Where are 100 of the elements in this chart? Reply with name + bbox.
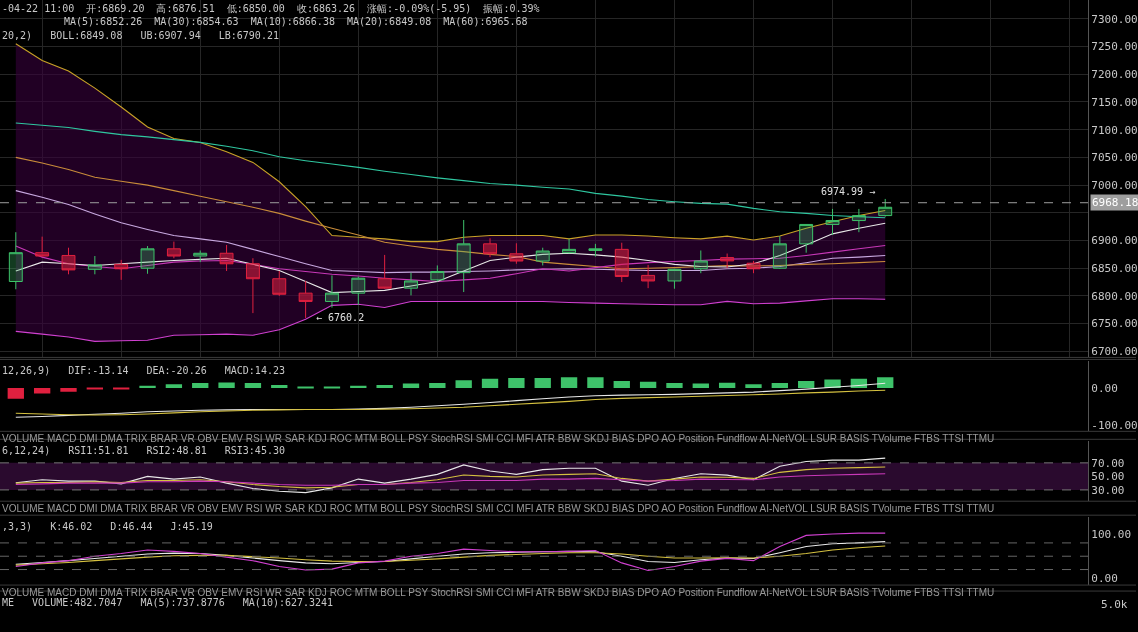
bar [323,386,341,389]
line-series [15,532,886,571]
y-tick-label: 0.00 [1091,572,1118,586]
bar [376,385,393,389]
candlestick [140,245,155,275]
candlestick [667,268,682,290]
candlestick [35,236,50,258]
chart-title: -04-22 11:00 开:6869.20 高:6876.51 低:6850.00 收:6863.26 涨幅:-0.09%(-5.95) 振幅:0.39% [2,3,540,14]
text: 12,26,9) DIF:-13.14 DEA:-20.26 MACD:14.23 [2,365,285,376]
bar [481,378,499,389]
text: ME VOLUME:482.7047 MA(5):737.8776 MA(10):627.3241 [2,597,334,608]
x-axis-title: VOLUME MACD DMI DMA TRIX BRAR VR OBV EMV RSI WR SAR KDJ ROC MTM BOLL PSY StochRSI SMI CCI MFI ATR BBW SKDJ BIAS DPO AO Position Fundflow AI-NetVOL LSUR BASIS TVolume FTBS TTSI TTMU [2,503,995,514]
candlestick [509,242,524,265]
y-tick-label: 6850.00 [1091,262,1138,276]
candlestick [483,237,497,258]
bar [113,387,130,390]
bar [798,381,815,389]
bar [429,382,446,389]
line-series [15,122,886,219]
line-series [15,222,886,294]
y-tick-label: 6900.00 [1091,234,1138,248]
text: 20,2) BOLL:6849.08 UB:6907.94 LB:6790.21 [2,30,279,41]
candlestick [588,243,603,258]
ref-line-label: 6968.18 [1092,196,1138,209]
candlestick [535,247,550,266]
candlestick [720,253,735,269]
y-tick-label: 50.00 [1091,470,1125,484]
bar [244,382,262,389]
bar [666,382,683,389]
line-series [15,244,886,283]
y-tick-label: 7100.00 [1091,123,1138,137]
y-tick-label: 6750.00 [1091,317,1138,331]
candlestick [377,254,392,290]
y-tick-label: -100.00 [1091,418,1138,432]
line-series [15,298,886,342]
y-tick-label: 6800.00 [1091,289,1138,303]
annotation: ← 6760.2 [316,312,365,323]
bar [86,387,104,390]
y-tick-label: 100.00 [1091,527,1132,541]
bar [297,386,314,389]
annotation: 6974.99 → [821,186,876,197]
candlestick [245,257,260,314]
candlestick [825,208,840,236]
bar [508,378,525,389]
candlestick [219,244,234,272]
bar [218,382,235,389]
candlestick [114,259,129,281]
bar [639,381,657,389]
candlestick [799,223,814,254]
y-tick-label: 6700.00 [1091,345,1138,359]
y-tick-label: 70.00 [1091,456,1125,470]
bar [771,382,788,389]
bar [165,384,183,389]
candlestick [61,247,76,275]
y-tick-label: 7050.00 [1091,151,1138,165]
candlestick [641,264,656,289]
x-axis-title: VOLUME MACD DMI DMA TRIX BRAR VR OBV EMV RSI WR SAR KDJ ROC MTM BOLL PSY StochRSI SMI CCI MFI ATR BBW SKDJ BIAS DPO AO Position Fundflow AI-NetVOL LSUR BASIS TVolume FTBS TTSI TTMU [2,587,995,598]
bar [271,385,288,389]
line-series [15,156,886,270]
text: 6,12,24) RSI1:51.81 RSI2:48.81 RSI3:45.30 [2,445,285,456]
y-tick-label: 7300.00 [1091,12,1138,26]
bar [7,388,24,399]
candlestick [87,255,102,275]
y-tick-label: 30.00 [1091,483,1125,497]
bar [33,388,51,394]
candlestick [325,274,339,309]
bar [455,380,472,389]
line-series [15,466,886,489]
candlestick [772,235,787,270]
text: MA(5):6852.26 MA(30):6854.63 MA(10):6866.38 MA(20):6849.08 MA(60):6965.68 [64,16,528,27]
candlestick [693,249,708,274]
bar [718,382,736,389]
candlestick [272,270,287,297]
bar [587,377,604,389]
candlestick [166,241,181,259]
candlestick [614,242,629,283]
bar [745,384,762,389]
candlestick [562,238,577,254]
text: ,3,3) K:46.02 D:46.44 J:45.19 [2,521,213,532]
candlestick [430,264,445,283]
bar [534,378,551,389]
candlestick [746,260,761,274]
bar [192,382,209,389]
line-series [15,473,886,486]
line-series [15,43,886,243]
candlestick [193,249,208,263]
candlestick [456,219,471,293]
bar [60,388,77,392]
text: 5.0k [1101,598,1128,611]
bar [139,385,156,389]
y-tick-label: 0.00 [1091,381,1118,395]
x-axis-title: VOLUME MACD DMI DMA TRIX BRAR VR OBV EMV RSI WR SAR KDJ ROC MTM BOLL PSY StochRSI SMI CCI MFI ATR BBW SKDJ BIAS DPO AO Position Fundflow AI-NetVOL LSUR BASIS TVolume FTBS TTSI TTMU [2,433,995,444]
y-tick-label: 7150.00 [1091,95,1138,109]
candlestick [8,231,23,290]
candlestick [298,280,313,319]
line-series [15,389,886,416]
candlestick [404,272,418,296]
bar [877,377,894,389]
bar [613,381,630,389]
y-tick-label: 7250.00 [1091,40,1138,54]
